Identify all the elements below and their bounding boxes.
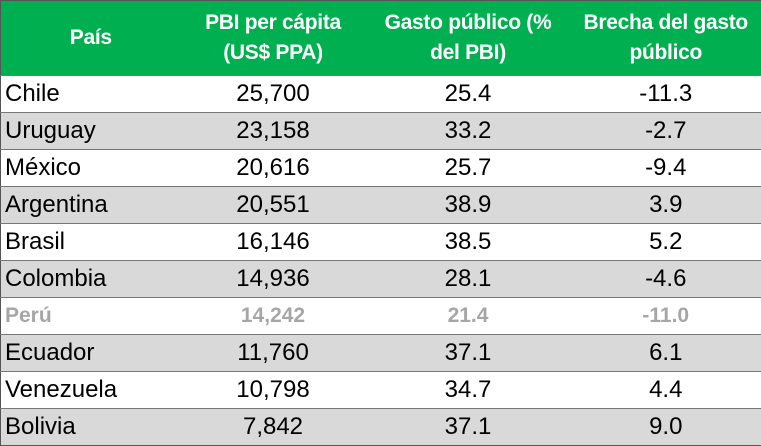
value-cell: 10,798 [181, 372, 366, 409]
value-cell: 25.7 [366, 150, 571, 187]
header-cell: País [1, 1, 181, 76]
value-cell: 14,242 [181, 298, 366, 335]
country-cell: México [1, 150, 181, 187]
value-cell: 14,936 [181, 261, 366, 298]
header-cell: Gasto público (% del PBI) [366, 1, 571, 76]
value-cell: 33.2 [366, 113, 571, 150]
value-cell: 11,760 [181, 335, 366, 372]
value-cell: 7,842 [181, 409, 366, 446]
value-cell: -9.4 [571, 150, 761, 187]
header-cell: Brecha del gasto público [571, 1, 761, 76]
country-cell: Ecuador [1, 335, 181, 372]
country-cell: Bolivia [1, 409, 181, 446]
value-cell: 37.1 [366, 409, 571, 446]
value-cell: -4.6 [571, 261, 761, 298]
value-cell: -11.3 [571, 76, 761, 113]
country-cell: Uruguay [1, 113, 181, 150]
country-cell: Brasil [1, 224, 181, 261]
value-cell: 21.4 [366, 298, 571, 335]
country-cell: Venezuela [1, 372, 181, 409]
value-cell: 38.9 [366, 187, 571, 224]
value-cell: -11.0 [571, 298, 761, 335]
value-cell: 34.7 [366, 372, 571, 409]
value-cell: 38.5 [366, 224, 571, 261]
value-cell: 5.2 [571, 224, 761, 261]
header-cell: PBI per cápita (US$ PPA) [181, 1, 366, 76]
value-cell: 25,700 [181, 76, 366, 113]
value-cell: 28.1 [366, 261, 571, 298]
country-cell: Colombia [1, 261, 181, 298]
value-cell: 25.4 [366, 76, 571, 113]
country-cell: Perú [1, 298, 181, 335]
value-cell: -2.7 [571, 113, 761, 150]
value-cell: 4.4 [571, 372, 761, 409]
value-cell: 6.1 [571, 335, 761, 372]
value-cell: 3.9 [571, 187, 761, 224]
value-cell: 9.0 [571, 409, 761, 446]
value-cell: 20,616 [181, 150, 366, 187]
country-cell: Argentina [1, 187, 181, 224]
value-cell: 37.1 [366, 335, 571, 372]
value-cell: 23,158 [181, 113, 366, 150]
value-cell: 16,146 [181, 224, 366, 261]
value-cell: 20,551 [181, 187, 366, 224]
country-cell: Chile [1, 76, 181, 113]
